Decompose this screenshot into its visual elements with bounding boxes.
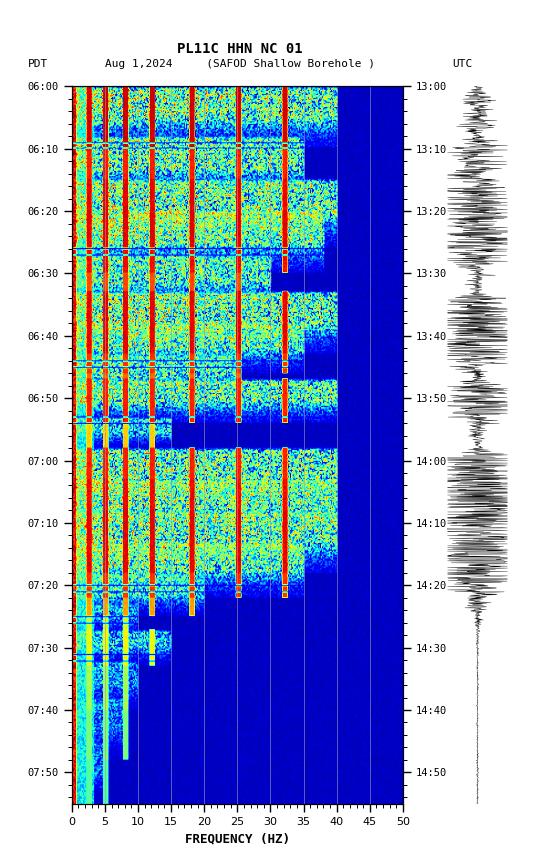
X-axis label: FREQUENCY (HZ): FREQUENCY (HZ) [185,832,290,845]
Text: Aug 1,2024     (SAFOD Shallow Borehole ): Aug 1,2024 (SAFOD Shallow Borehole ) [105,59,375,69]
Text: PDT: PDT [28,59,48,69]
Text: UTC: UTC [453,59,473,69]
Text: PL11C HHN NC 01: PL11C HHN NC 01 [177,42,303,56]
